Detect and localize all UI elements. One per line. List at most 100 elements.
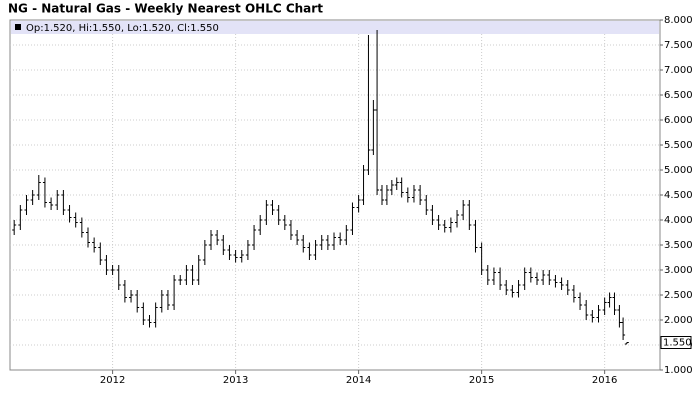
- ohlc-bar: [313, 240, 318, 260]
- x-tick-label: 2016: [592, 375, 617, 386]
- ohlc-bar: [405, 187, 410, 203]
- ohlc-bar: [491, 267, 496, 285]
- ohlc-bar: [159, 290, 164, 313]
- ohlc-bar: [553, 275, 558, 288]
- ohlc-bar: [141, 302, 146, 325]
- ohlc-bar: [436, 215, 441, 230]
- ohlc-bar: [307, 242, 312, 260]
- ohlc-bar: [510, 285, 515, 298]
- ohlc-bar: [467, 200, 472, 230]
- ohlc-bar: [547, 270, 552, 285]
- ohlc-bar: [578, 292, 583, 310]
- y-tick-label: 5.000: [664, 165, 693, 176]
- ohlc-bar: [79, 217, 84, 238]
- ohlc-bar: [371, 100, 376, 155]
- ohlc-bar: [135, 290, 140, 313]
- ohlc-bar: [196, 255, 201, 285]
- x-tick-label: 2012: [100, 375, 125, 386]
- ohlc-bar: [258, 215, 263, 235]
- ohlc-bar: [165, 290, 170, 310]
- y-tick-label: 8.000: [664, 15, 693, 26]
- ohlc-bar: [147, 315, 152, 328]
- ohlc-bar: [541, 270, 546, 285]
- ohlc-bar: [621, 317, 626, 340]
- ohlc-bar: [528, 267, 533, 283]
- ohlc-bar: [612, 292, 617, 315]
- ohlc-bar: [85, 227, 90, 248]
- ohlc-bar: [350, 202, 355, 235]
- ohlc-bar: [590, 310, 595, 323]
- ohlc-bar: [18, 205, 23, 230]
- ohlc-bar: [129, 290, 134, 303]
- x-tick-label: 2013: [223, 375, 248, 386]
- ohlc-bar: [221, 235, 226, 255]
- ohlc-bar: [332, 232, 337, 250]
- y-tick-label: 4.000: [664, 215, 693, 226]
- ohlc-bar: [12, 220, 17, 235]
- y-tick-label: 7.000: [664, 65, 693, 76]
- ohlc-bar: [110, 265, 115, 275]
- ohlc-bar: [624, 342, 629, 345]
- ohlc-bar: [30, 190, 35, 205]
- ohlc-bar: [295, 230, 300, 245]
- ohlc-bar: [584, 300, 589, 320]
- y-tick-label: 7.500: [664, 40, 693, 51]
- last-price-box: [660, 336, 692, 349]
- ohlc-bar: [411, 185, 416, 203]
- ohlc-bar: [184, 265, 189, 285]
- ohlc-bar: [338, 232, 343, 245]
- ohlc-bar: [325, 235, 330, 250]
- y-tick-label: 2.000: [664, 315, 693, 326]
- y-tick-label: 4.500: [664, 190, 693, 201]
- ohlc-bar: [559, 277, 564, 290]
- y-tick-label: 5.500: [664, 140, 693, 151]
- ohlc-bar: [617, 305, 622, 328]
- ohlc-bar: [522, 267, 527, 290]
- ohlc-bar: [92, 237, 97, 253]
- y-tick-label: 2.500: [664, 290, 693, 301]
- ohlc-bar: [479, 242, 484, 275]
- ohlc-bar: [153, 302, 158, 328]
- ohlc-bar: [276, 205, 281, 225]
- ohlc-bar: [227, 245, 232, 260]
- ohlc-bar: [424, 195, 429, 215]
- ohlc-bar: [24, 195, 29, 215]
- ohlc-bar: [172, 275, 177, 310]
- ohlc-bar: [209, 230, 214, 250]
- ohlc-bar: [61, 190, 66, 215]
- ohlc-bar: [270, 200, 275, 215]
- ohlc-bar: [379, 185, 384, 205]
- ohlc-bar: [55, 190, 60, 210]
- ohlc-bar: [344, 225, 349, 245]
- ohlc-bar: [602, 297, 607, 315]
- ohlc-bar: [264, 200, 269, 225]
- y-tick-label: 3.500: [664, 240, 693, 251]
- ohlc-bar: [485, 265, 490, 285]
- ohlc-bar: [116, 265, 121, 290]
- ohlc-bar: [288, 220, 293, 240]
- ohlc-bar: [504, 280, 509, 295]
- ohlc-bar: [442, 220, 447, 233]
- ohlc-bar: [122, 280, 127, 303]
- ohlc-bar: [389, 180, 394, 195]
- ohlc-bar: [233, 250, 238, 263]
- info-bar: [11, 21, 659, 34]
- y-tick-label: 6.500: [664, 90, 693, 101]
- ohlc-bar: [534, 272, 539, 285]
- ohlc-bar: [448, 217, 453, 233]
- ohlc-bar: [73, 212, 78, 228]
- ohlc-bar: [516, 280, 521, 298]
- ohlc-bar: [399, 177, 404, 198]
- ohlc-bar: [461, 200, 466, 220]
- ohlc-bar: [498, 267, 503, 290]
- ohlc-bar: [49, 197, 54, 210]
- ohlc-bar: [571, 285, 576, 303]
- info-marker: [15, 24, 21, 30]
- ohlc-bar: [375, 30, 380, 195]
- x-tick-label: 2015: [469, 375, 494, 386]
- ohlc-bar: [418, 185, 423, 205]
- ohlc-bar: [455, 210, 460, 228]
- ohlc-bar: [596, 305, 601, 323]
- ohlc-bar: [301, 235, 306, 253]
